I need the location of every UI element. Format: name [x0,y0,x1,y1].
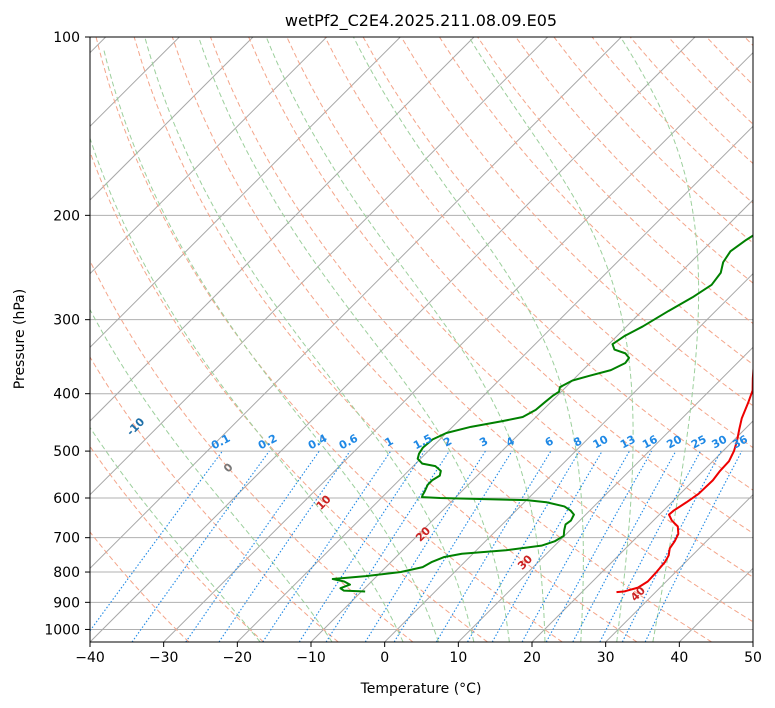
y-tick-label: 100 [53,30,80,46]
x-tick-label: −30 [149,650,179,666]
x-tick-label: 50 [744,650,762,666]
y-tick-label: 700 [53,531,80,547]
y-tick-label: 1000 [44,622,80,638]
x-tick-label: −10 [296,650,326,666]
x-tick-label: 0 [380,650,389,666]
x-tick-label: −40 [75,650,105,666]
y-tick-label: 300 [53,313,80,329]
y-tick-label: 500 [53,444,80,460]
y-tick-label: 600 [53,491,80,507]
isotherm [753,37,775,642]
x-tick-label: 20 [523,650,541,666]
y-tick-label: 200 [53,208,80,224]
y-tick-label: 800 [53,565,80,581]
x-tick-label: 40 [670,650,688,666]
chart-title: wetPf2_C2E4.2025.211.08.09.E05 [285,11,557,31]
y-tick-label: 400 [53,387,80,403]
x-tick-label: 30 [597,650,615,666]
x-axis-label: Temperature (°C) [360,681,482,697]
y-tick-label: 900 [53,595,80,611]
y-axis-label: Pressure (hPa) [12,289,28,389]
x-tick-label: −20 [223,650,253,666]
x-tick-label: 10 [449,650,467,666]
